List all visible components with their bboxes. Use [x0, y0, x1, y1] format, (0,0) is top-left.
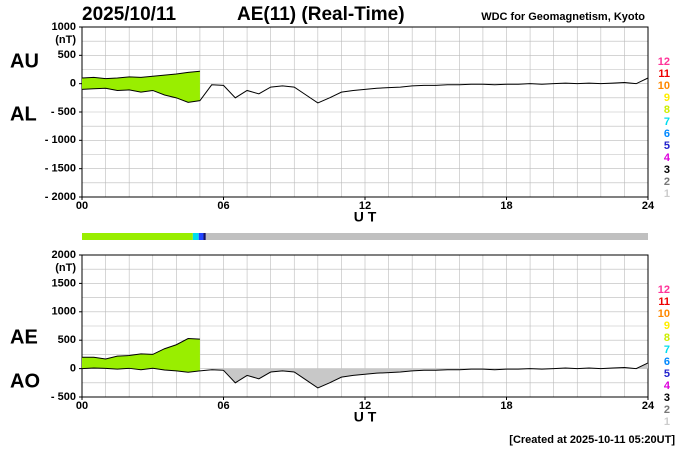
- area-fill: [82, 71, 200, 103]
- station-count: 6: [664, 128, 670, 140]
- coverage-segment: [192, 233, 199, 240]
- station-count: 3: [664, 392, 670, 404]
- x-axis-label: U T: [354, 409, 377, 425]
- x-tick-label: 18: [500, 200, 512, 212]
- x-tick-label: 00: [76, 400, 88, 412]
- y-tick-label: - 500: [51, 391, 76, 403]
- y-tick-label: 1000: [52, 21, 76, 33]
- y-tick-label: 1500: [52, 277, 76, 289]
- y-tick-label: 0: [70, 78, 76, 90]
- station-count: 12: [658, 56, 670, 68]
- y-tick-label: 0: [70, 363, 76, 375]
- footer: [Created at 2025-10-11 05:20UT]: [509, 434, 675, 446]
- y-unit: (nT): [55, 34, 76, 46]
- station-count: 9: [664, 92, 670, 104]
- x-tick-label: 24: [642, 400, 655, 412]
- y-tick-label: 500: [58, 334, 76, 346]
- station-count: 11: [658, 296, 670, 308]
- series-line: [81, 77, 649, 104]
- area-fill: [82, 338, 200, 373]
- station-count: 9: [664, 320, 670, 332]
- source: WDC for Geomagnetism, Kyoto: [481, 11, 645, 23]
- series-line: [81, 70, 200, 80]
- y-unit: (nT): [55, 262, 76, 274]
- station-count: 1: [664, 188, 670, 200]
- x-tick-label: 24: [642, 200, 655, 212]
- station-count: 11: [658, 68, 670, 80]
- legend-label: AU: [10, 50, 39, 72]
- x-tick-label: 06: [217, 400, 229, 412]
- date: 2025/10/11: [82, 4, 176, 25]
- chart-title: AE(11) (Real-Time): [237, 4, 405, 25]
- legend-label: AE: [10, 326, 38, 348]
- station-count: 10: [658, 308, 670, 320]
- station-count: 8: [664, 104, 670, 116]
- station-count: 4: [664, 380, 671, 392]
- coverage-segment: [203, 233, 206, 240]
- coverage-segment: [82, 233, 193, 240]
- y-tick-label: 500: [58, 49, 76, 61]
- y-tick-label: 2000: [52, 249, 76, 261]
- y-tick-label: - 1500: [45, 163, 76, 175]
- y-tick-label: - 2000: [45, 191, 76, 203]
- y-tick-label: 1000: [52, 306, 76, 318]
- x-tick-label: 18: [500, 400, 512, 412]
- residual-fill: [211, 362, 649, 388]
- station-count: 7: [664, 116, 670, 128]
- station-count: 8: [664, 332, 670, 344]
- series-line: [81, 362, 649, 389]
- series-line: [82, 337, 200, 360]
- station-count: 3: [664, 164, 670, 176]
- x-tick-label: 12: [359, 200, 371, 212]
- station-count: 2: [664, 404, 670, 416]
- station-count: 10: [658, 80, 670, 92]
- legend-label: AO: [10, 370, 40, 392]
- x-tick-label: 12: [359, 400, 371, 412]
- station-count: 1: [664, 416, 670, 428]
- legend-label: AL: [10, 103, 37, 125]
- y-tick-label: - 1000: [45, 134, 76, 146]
- x-tick-label: 06: [217, 200, 229, 212]
- station-count: 12: [658, 284, 670, 296]
- station-count: 7: [664, 344, 670, 356]
- coverage-segment: [205, 233, 648, 240]
- station-count: 5: [664, 140, 670, 152]
- station-count: 2: [664, 176, 670, 188]
- station-count: 4: [664, 152, 671, 164]
- x-axis-label: U T: [354, 209, 377, 225]
- station-count: 6: [664, 356, 670, 368]
- station-count: 5: [664, 368, 670, 380]
- coverage-segment: [198, 233, 204, 240]
- x-tick-label: 00: [76, 200, 88, 212]
- y-tick-label: - 500: [51, 106, 76, 118]
